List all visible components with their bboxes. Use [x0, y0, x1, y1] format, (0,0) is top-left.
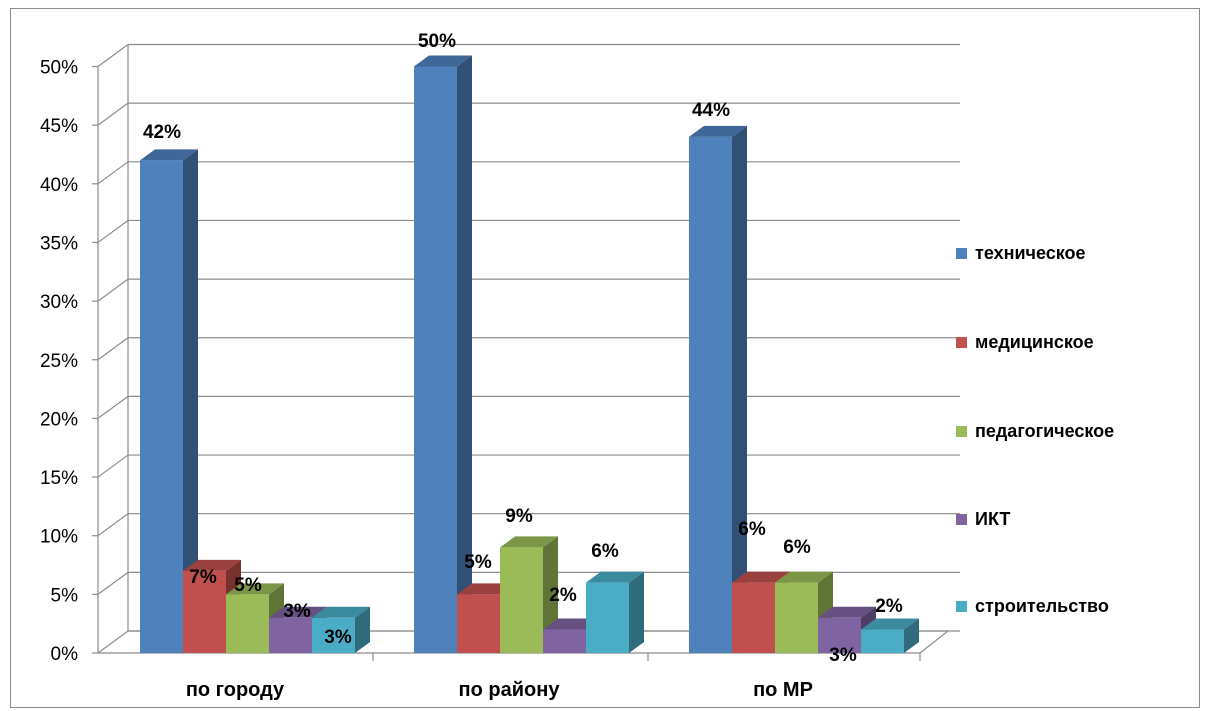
gridline-connector — [97, 571, 129, 595]
legend-entry-label: строительство — [975, 596, 1109, 616]
bar-side — [183, 149, 198, 653]
gridline-connector — [97, 161, 129, 185]
gridline-connector — [97, 337, 129, 361]
data-label: 42% — [143, 122, 181, 143]
y-tick-label: 30% — [40, 292, 78, 313]
legend-swatch — [956, 426, 967, 437]
bar — [732, 582, 775, 653]
bar-top — [269, 606, 327, 618]
legend-entry-label: медицинское — [975, 332, 1094, 352]
bar-side — [629, 571, 644, 653]
bar — [818, 617, 861, 653]
bar — [183, 570, 226, 653]
bar — [775, 582, 818, 653]
bar — [689, 136, 732, 653]
bar — [457, 594, 500, 653]
legend-swatch — [956, 337, 967, 348]
bar-side — [904, 618, 919, 653]
y-tick-label: 5% — [51, 585, 79, 606]
gridline-connector — [97, 44, 129, 67]
bar-side — [355, 606, 370, 653]
x-category-label: по району — [459, 679, 561, 701]
y-tick-label: 35% — [40, 233, 78, 254]
data-label: 5% — [234, 575, 262, 596]
bar — [414, 66, 457, 653]
y-tick-label: 45% — [40, 116, 78, 137]
y-tick-label: 20% — [40, 409, 78, 430]
bar-top — [140, 149, 198, 161]
x-category-label: по МР — [753, 679, 813, 701]
bar — [140, 160, 183, 653]
gridline-connector — [97, 454, 129, 478]
data-label: 2% — [549, 585, 577, 606]
bar-top — [689, 125, 747, 137]
data-label: 6% — [591, 541, 619, 562]
gridline-connector — [97, 395, 129, 419]
bar-top — [414, 55, 472, 67]
data-label: 6% — [738, 519, 766, 540]
data-label: 44% — [692, 100, 730, 121]
bar — [226, 594, 269, 653]
bar-top — [586, 571, 644, 583]
data-label: 7% — [189, 567, 217, 588]
data-label: 6% — [783, 537, 811, 558]
legend-entry-label: техническое — [975, 243, 1086, 263]
y-tick-label: 10% — [40, 527, 78, 548]
legend-swatch — [956, 514, 967, 525]
bar-top — [312, 606, 370, 618]
data-label: 3% — [324, 627, 352, 648]
legend-swatch — [956, 601, 967, 612]
y-tick-label: 50% — [40, 58, 78, 79]
data-label: 5% — [464, 552, 492, 573]
bar-top — [226, 583, 284, 595]
gridline-connector — [97, 102, 129, 126]
legend-entry-label: ИКТ — [975, 509, 1010, 529]
bar-top — [183, 559, 241, 571]
bar-top — [818, 606, 876, 618]
y-tick-label: 15% — [40, 468, 78, 489]
bar-top — [775, 571, 833, 583]
legend-swatch — [956, 248, 967, 259]
gridline-connector — [97, 219, 129, 243]
legend-entry-label: педагогическое — [975, 421, 1114, 441]
bar — [500, 547, 543, 653]
bar — [861, 629, 904, 653]
gridline-connector — [97, 278, 129, 302]
bar-top — [861, 618, 919, 630]
gridline-connector — [97, 513, 129, 537]
bar — [312, 617, 355, 653]
gridline-connector — [97, 630, 129, 654]
bar-side — [732, 125, 747, 653]
y-tick-label: 40% — [40, 175, 78, 196]
bar — [586, 582, 629, 653]
bar-top — [500, 536, 558, 548]
y-tick-label: 0% — [51, 644, 79, 665]
x-category-label: по городу — [186, 679, 285, 701]
y-tick-label: 25% — [40, 351, 78, 372]
data-label: 2% — [875, 596, 903, 617]
data-label: 3% — [283, 601, 311, 622]
bar-side — [457, 55, 472, 653]
bar-top — [732, 571, 790, 583]
data-label: 9% — [505, 506, 533, 527]
bar — [269, 617, 312, 653]
data-label: 3% — [829, 645, 857, 666]
data-label: 50% — [418, 31, 456, 52]
bar — [543, 629, 586, 653]
